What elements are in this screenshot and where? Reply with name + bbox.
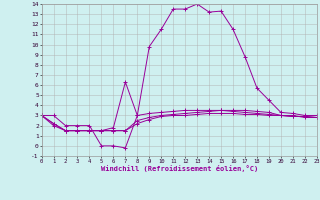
X-axis label: Windchill (Refroidissement éolien,°C): Windchill (Refroidissement éolien,°C)	[100, 165, 258, 172]
